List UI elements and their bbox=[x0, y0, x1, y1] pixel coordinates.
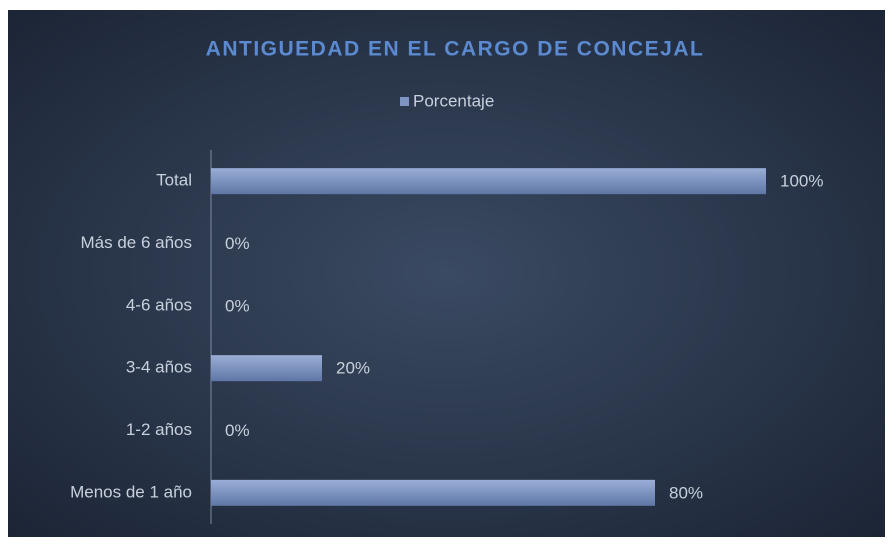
chart-title: ANTIGUEDAD EN EL CARGO DE CONCEJAL bbox=[206, 38, 705, 61]
bar bbox=[211, 479, 655, 506]
bar bbox=[211, 168, 766, 195]
chart-background bbox=[8, 10, 885, 537]
y-tick-label: Más de 6 años bbox=[80, 233, 192, 252]
bar bbox=[211, 355, 322, 382]
data-label: 0% bbox=[225, 234, 250, 253]
data-label: 0% bbox=[225, 296, 250, 315]
data-label: 20% bbox=[336, 359, 370, 378]
y-tick-label: 3-4 años bbox=[126, 358, 192, 377]
legend-label: Porcentaje bbox=[413, 91, 494, 110]
y-tick-label: 4-6 años bbox=[126, 295, 192, 314]
data-label: 0% bbox=[225, 421, 250, 440]
data-label: 100% bbox=[780, 172, 823, 191]
y-tick-label: Menos de 1 año bbox=[70, 482, 192, 501]
y-tick-label: Total bbox=[156, 171, 192, 190]
data-label: 80% bbox=[669, 483, 703, 502]
y-tick-label: 1-2 años bbox=[126, 420, 192, 439]
legend-swatch bbox=[400, 97, 409, 106]
